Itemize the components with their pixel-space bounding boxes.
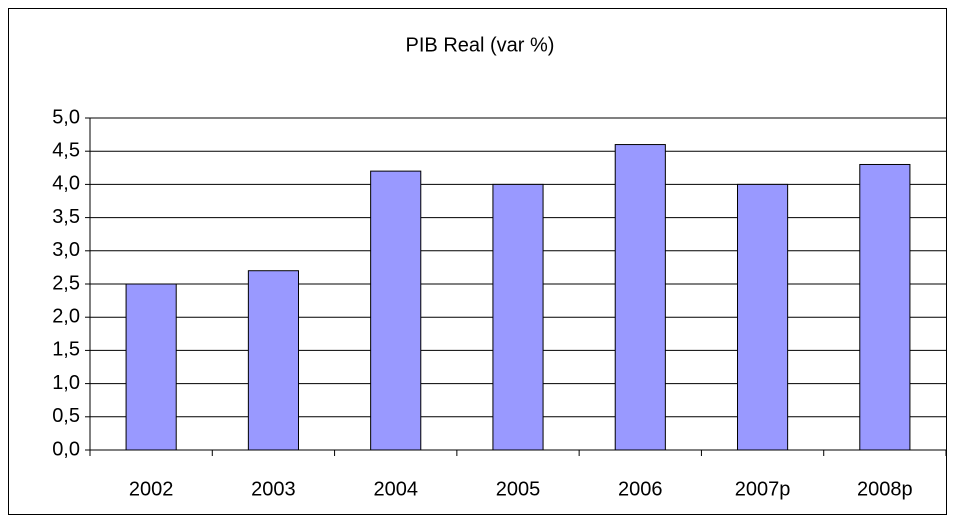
y-tick-label: 5,0 xyxy=(52,106,80,128)
y-tick-label: 3,5 xyxy=(52,206,80,228)
bar xyxy=(247,270,299,451)
bar xyxy=(370,170,422,451)
y-tick-label: 4,5 xyxy=(52,139,80,161)
x-tick-label: 2007p xyxy=(735,478,791,500)
x-tick-label: 2003 xyxy=(251,478,296,500)
x-tick-label: 2008p xyxy=(857,478,913,500)
bar xyxy=(614,144,666,451)
x-tick-label: 2002 xyxy=(129,478,174,500)
y-tick-label: 0,0 xyxy=(52,438,80,460)
x-tick-label: 2005 xyxy=(496,478,541,500)
y-tick-label: 2,5 xyxy=(52,272,80,294)
y-tick-label: 1,0 xyxy=(52,372,80,394)
y-tick-label: 0,5 xyxy=(52,405,80,427)
y-tick-label: 4,0 xyxy=(52,173,80,195)
bar xyxy=(492,183,544,451)
bar xyxy=(737,183,789,451)
x-tick-label: 2004 xyxy=(373,478,418,500)
x-tick-label: 2006 xyxy=(618,478,663,500)
chart-title: PIB Real (var %) xyxy=(406,34,555,56)
y-tick-label: 1,5 xyxy=(52,339,80,361)
bar xyxy=(125,283,177,451)
y-tick-label: 2,0 xyxy=(52,305,80,327)
bar xyxy=(859,163,911,451)
y-tick-label: 3,0 xyxy=(52,239,80,261)
